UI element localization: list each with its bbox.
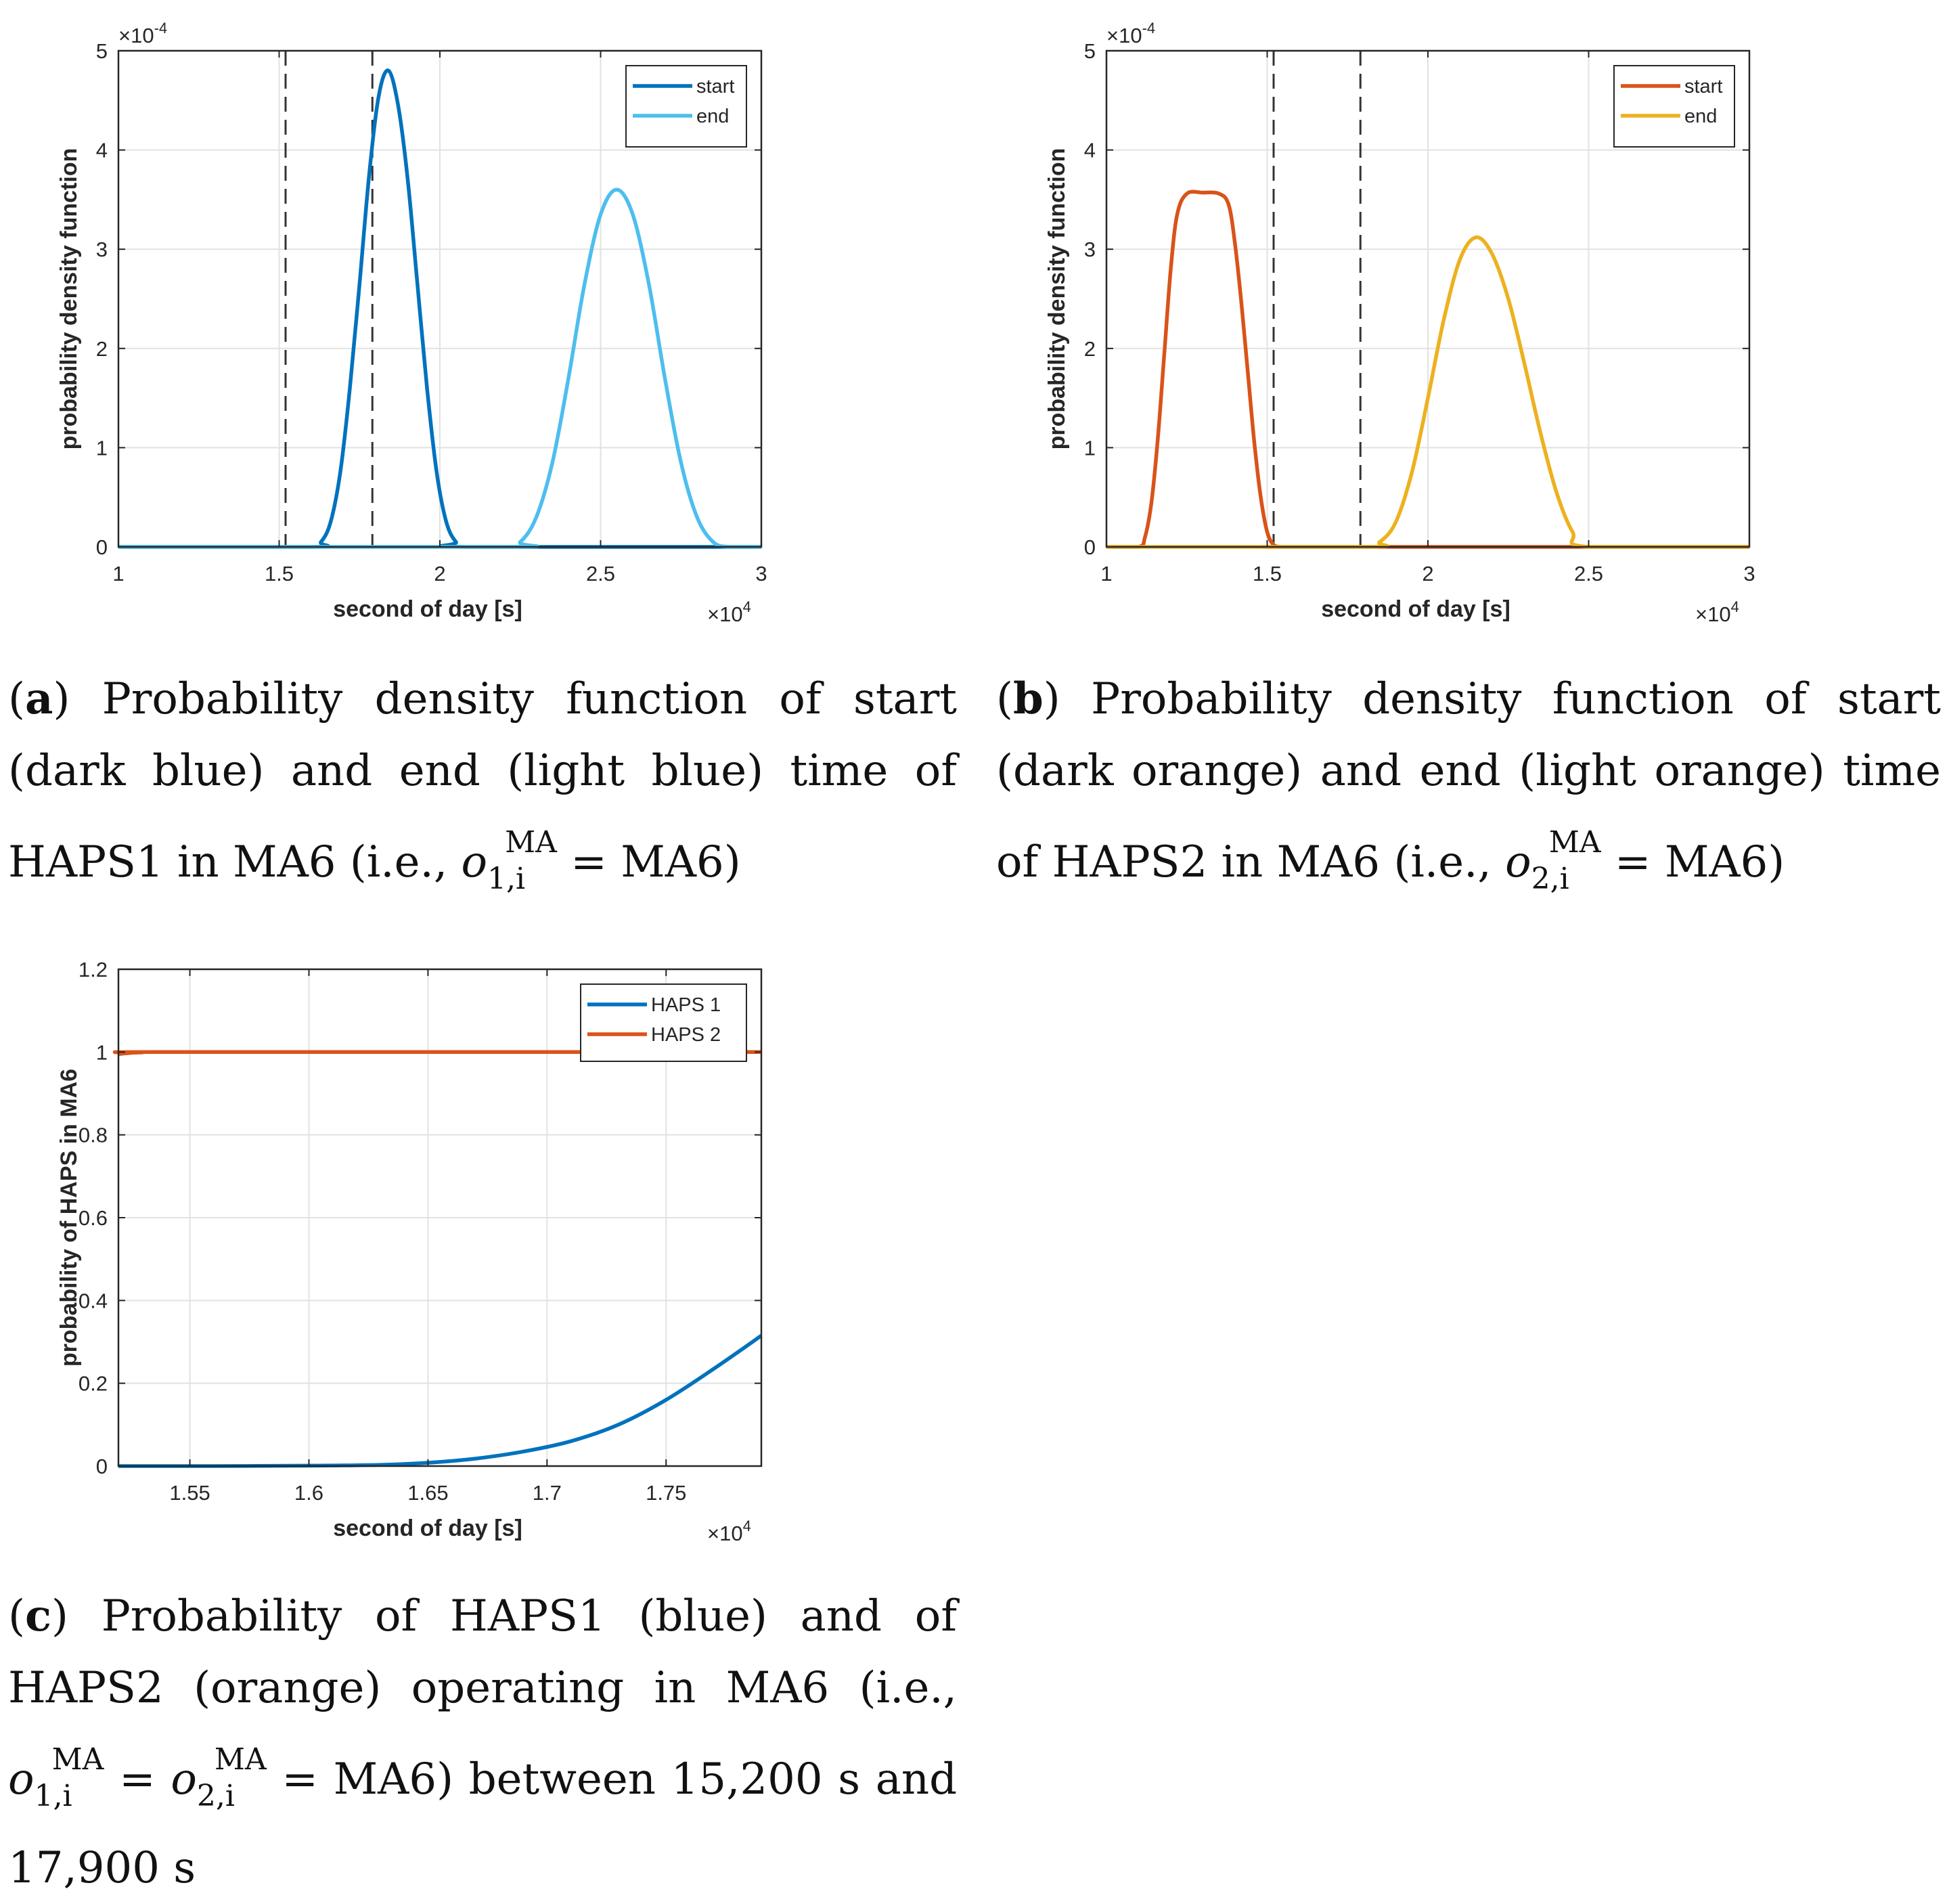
legend-entry: end — [1684, 106, 1717, 127]
caption-a: (a) Probability density function of star… — [8, 673, 958, 896]
x-tick-label: 2.5 — [1574, 562, 1603, 585]
legend-box — [625, 65, 747, 148]
caption-b-var: o — [1505, 837, 1531, 887]
y-tick-label: 0.4 — [79, 1289, 108, 1312]
y-exponent-label: ×10-4 — [1106, 20, 1155, 47]
x-tick-label: 3 — [755, 562, 767, 585]
caption-c-eq: = — [119, 1754, 156, 1805]
y-tick-label: 3 — [1084, 238, 1096, 261]
y-tick-label: 2 — [96, 337, 108, 361]
series-line-haps-2 — [113, 1050, 762, 1057]
y-tick-label: 5 — [1084, 39, 1096, 63]
caption-c-var1: o — [8, 1754, 35, 1805]
caption-c-label: c — [24, 1591, 51, 1641]
x-tick-label: 1.5 — [265, 562, 294, 585]
caption-b-text-end: = MA6) — [1614, 837, 1785, 887]
y-tick-label: 0 — [1084, 535, 1096, 559]
y-tick-label: 0.6 — [79, 1206, 108, 1230]
y-tick-label: 1 — [96, 1040, 108, 1064]
y-tick-label: 3 — [96, 238, 108, 261]
series-line-end — [118, 187, 761, 549]
x-tick-label: 2 — [1422, 562, 1433, 585]
y-tick-label: 1 — [1084, 436, 1096, 460]
x-tick-label: 1.65 — [407, 1481, 448, 1505]
legend-entry: HAPS 1 — [651, 994, 721, 1016]
chart-c: 1.55 1.6 1.65 1.7 1.75 0 0.2 0.4 0.6 0.8 1 1.2 secon… — [56, 958, 763, 1545]
x-tick-label: 1.5 — [1253, 562, 1282, 585]
y-tick-label: 2 — [1084, 337, 1096, 361]
y-tick-label: 5 — [96, 39, 108, 63]
x-tick-label: 1.7 — [533, 1481, 562, 1505]
y-tick-label: 4 — [1084, 139, 1096, 162]
caption-a-sub: 1,i — [487, 862, 526, 896]
y-tick-label: 4 — [96, 139, 108, 162]
caption-c-sup1: MA — [51, 1742, 104, 1777]
legend-entry: start — [696, 76, 734, 97]
legend-box — [580, 983, 747, 1062]
x-tick-label: 1 — [1100, 562, 1112, 585]
caption-c-sub1: 1,i — [34, 1779, 72, 1813]
y-axis-label: probability density function — [1044, 148, 1070, 450]
caption-a-text-end: = MA6) — [570, 837, 741, 887]
x-exponent-label: ×104 — [707, 1518, 751, 1545]
y-tick-label: 1.2 — [79, 958, 108, 981]
legend-entry: HAPS 2 — [651, 1024, 721, 1046]
y-tick-label: 0 — [96, 535, 108, 559]
caption-b: (b) Probability density function of star… — [996, 673, 1941, 896]
x-tick-label: 1.6 — [294, 1481, 323, 1505]
legend: start end — [625, 65, 747, 148]
y-tick-label: 0.8 — [79, 1124, 108, 1147]
x-tick-label: 2.5 — [586, 562, 615, 585]
caption-c-text: Probability of HAPS1 (blue) and of HAPS2… — [8, 1591, 958, 1713]
x-exponent-label: ×104 — [707, 598, 751, 626]
caption-a-text: Probability density function of start (d… — [8, 674, 958, 887]
caption-b-label: b — [1012, 673, 1044, 724]
caption-b-text: Probability density function of start (d… — [996, 674, 1941, 887]
y-axis-label: probability density function — [56, 148, 82, 450]
caption-b-sub: 2,i — [1531, 862, 1569, 896]
x-tick-label: 2 — [434, 562, 445, 585]
x-tick-label: 1.55 — [169, 1481, 210, 1505]
series-line-end — [1106, 235, 1749, 549]
legend-box — [1613, 65, 1735, 148]
x-tick-label: 3 — [1743, 562, 1755, 585]
caption-c-sup2: MA — [214, 1742, 267, 1777]
caption-b-sup: MA — [1548, 825, 1601, 860]
y-tick-label: 0.2 — [79, 1372, 108, 1396]
y-tick-label: 1 — [96, 436, 108, 460]
caption-c-sub2: 2,i — [196, 1779, 235, 1813]
legend: start end — [1613, 65, 1735, 148]
y-axis-label: probability of HAPS in MA6 — [56, 1069, 82, 1367]
x-axis-label: second of day [s] — [1321, 596, 1510, 622]
legend-entry: end — [696, 106, 729, 127]
x-axis-label: second of day [s] — [333, 1515, 522, 1541]
x-tick-label: 1.75 — [646, 1481, 686, 1505]
x-exponent-label: ×104 — [1695, 598, 1739, 626]
caption-a-sup: MA — [505, 825, 557, 860]
caption-c-var2: o — [171, 1754, 197, 1805]
y-tick-label: 0 — [96, 1455, 108, 1478]
legend: HAPS 1 HAPS 2 — [580, 983, 747, 1062]
caption-a-var: o — [461, 837, 488, 887]
x-axis-label: second of day [s] — [333, 596, 522, 622]
y-exponent-label: ×10-4 — [118, 20, 167, 47]
caption-a-label: a — [24, 673, 53, 724]
series-line-start — [118, 68, 761, 549]
x-tick-label: 1 — [112, 562, 124, 585]
legend-entry: start — [1684, 76, 1722, 97]
caption-c: (c) Probability of HAPS1 (blue) and of H… — [8, 1591, 958, 1893]
